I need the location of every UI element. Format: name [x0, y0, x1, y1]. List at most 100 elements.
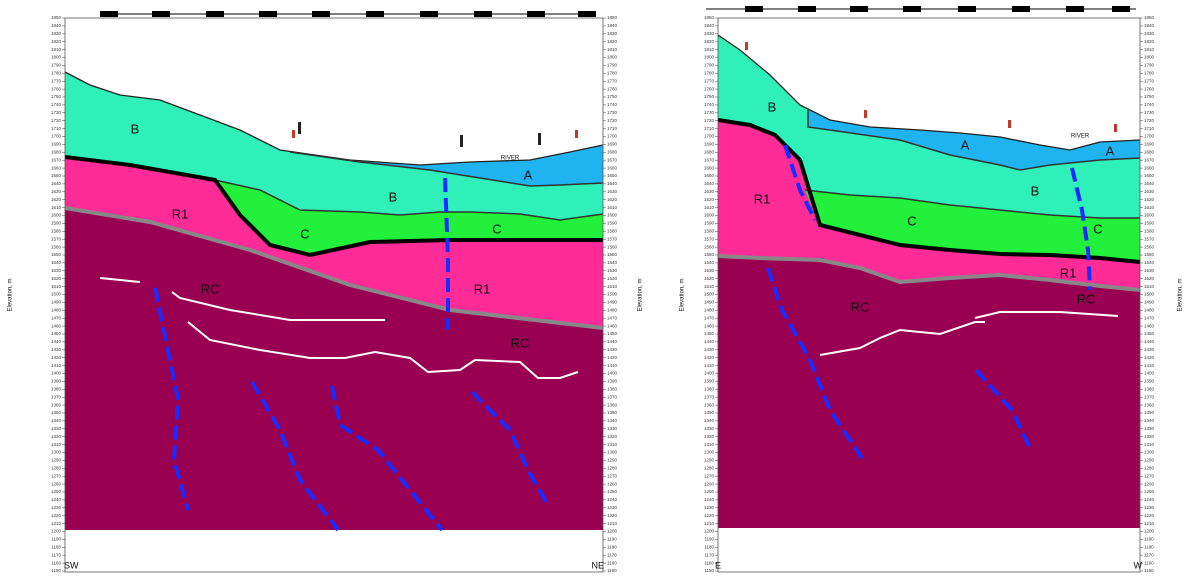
- tick-label: 1440: [51, 339, 62, 344]
- tick-label: 1200: [1144, 529, 1155, 534]
- tick-label: 1700: [1144, 134, 1155, 139]
- tick-label: 1720: [51, 118, 62, 123]
- tick-label: 1420: [704, 355, 715, 360]
- tick-label: 1460: [704, 323, 715, 328]
- tick-label: 1250: [51, 489, 62, 494]
- tick-label: 1440: [1144, 339, 1155, 344]
- tick-label: 1280: [1144, 465, 1155, 470]
- tick-label: 1650: [607, 173, 618, 178]
- tick-label: 1340: [607, 418, 618, 423]
- tick-label: 1640: [704, 181, 715, 186]
- tick-label: 1840: [704, 23, 715, 28]
- tick-label: 1740: [51, 102, 62, 107]
- page: {"left": {"labels": ["B", "R1", "RC", "C…: [0, 0, 1187, 576]
- tick-label: 1720: [704, 118, 715, 123]
- unit-label: RC: [511, 335, 530, 350]
- tick-label: 1270: [607, 473, 618, 478]
- tick-label: 1450: [1144, 331, 1155, 336]
- tick-label: 1470: [1144, 315, 1155, 320]
- tick-label: 1590: [704, 221, 715, 226]
- tick-label: 1490: [1144, 300, 1155, 305]
- tick-label: 1420: [1144, 355, 1155, 360]
- tick-label: 1240: [1144, 497, 1155, 502]
- tick-label: 1290: [1144, 458, 1155, 463]
- tick-label: 1230: [704, 505, 715, 510]
- tick-label: 1420: [51, 355, 62, 360]
- tick-label: 1550: [51, 252, 62, 257]
- tick-label: 1170: [704, 552, 714, 557]
- tick-label: 1660: [1144, 165, 1155, 170]
- unit-label: C: [907, 213, 916, 228]
- tick-label: 1700: [51, 134, 62, 139]
- tick-label: 1320: [1144, 434, 1155, 439]
- tick-label: 1760: [51, 86, 62, 91]
- tick-label: 1310: [1144, 442, 1155, 447]
- tick-label: 1610: [1144, 205, 1155, 210]
- tick-label: 1390: [51, 379, 62, 384]
- tick-label: 1470: [51, 315, 62, 320]
- tick-label: 1450: [51, 331, 62, 336]
- tick-label: 1270: [704, 473, 715, 478]
- unit-label: R1: [474, 281, 491, 296]
- tick-label: 1570: [607, 236, 618, 241]
- tick-label: 1370: [704, 394, 715, 399]
- tick-label: 1630: [704, 189, 715, 194]
- tick-label: 1330: [607, 426, 618, 431]
- tick-label: 1500: [704, 292, 715, 297]
- tick-label: 1180: [607, 544, 617, 549]
- direction-label: SW: [64, 560, 79, 570]
- tick-label: 1300: [607, 450, 618, 455]
- tick-label: 1780: [607, 70, 618, 75]
- tick-label: 1730: [607, 110, 618, 115]
- tick-label: 1560: [51, 244, 62, 249]
- tick-label: 1720: [1144, 118, 1155, 123]
- tick-label: 1220: [704, 513, 715, 518]
- tick-label: 1480: [1144, 307, 1155, 312]
- unit-label: RIVER: [1071, 134, 1090, 140]
- tick-label: 1330: [1144, 426, 1155, 431]
- unit-label: B: [768, 99, 777, 114]
- unit-label: RC: [1077, 291, 1096, 306]
- tick-label: 1760: [1144, 86, 1155, 91]
- tick-label: 1150: [1144, 568, 1154, 573]
- tick-label: 1320: [704, 434, 715, 439]
- tick-label: 1650: [704, 173, 715, 178]
- tick-label: 1750: [51, 94, 62, 99]
- tick-label: 1380: [51, 386, 62, 391]
- tick-label: 1770: [607, 78, 618, 83]
- tick-label: 1200: [704, 529, 715, 534]
- tick-label: 1360: [607, 402, 618, 407]
- tick-label: 1760: [704, 86, 715, 91]
- tick-label: 1540: [704, 260, 715, 265]
- tick-label: 1390: [704, 379, 715, 384]
- tick-label: 1560: [1144, 244, 1155, 249]
- tick-label: 1280: [704, 465, 715, 470]
- tick-label: 1820: [704, 39, 715, 44]
- tick-label: 1700: [607, 134, 618, 139]
- tick-label: 1520: [51, 276, 62, 281]
- unit-label: R1: [754, 191, 771, 206]
- tick-label: 1230: [607, 505, 618, 510]
- right-section: [706, 6, 1140, 572]
- unit-label: C: [492, 221, 501, 236]
- tick-label: 1250: [607, 489, 618, 494]
- unit-label: A: [524, 167, 533, 182]
- tick-label: 1290: [704, 458, 715, 463]
- tick-label: 1780: [1144, 70, 1155, 75]
- tick-label: 1790: [607, 63, 618, 68]
- unit-label: B: [389, 189, 398, 204]
- tick-label: 1830: [51, 31, 62, 36]
- tick-label: 1490: [607, 300, 618, 305]
- tick-label: 1530: [51, 268, 62, 273]
- tick-label: 1580: [607, 228, 618, 233]
- tick-label: 1340: [1144, 418, 1155, 423]
- tick-label: 1680: [704, 149, 715, 154]
- tick-label: 1520: [607, 276, 618, 281]
- tick-label: 1190: [51, 537, 61, 542]
- axis-title: Elevation, m: [680, 278, 686, 311]
- tick-label: 1360: [51, 402, 62, 407]
- tick-label: 1770: [1144, 78, 1155, 83]
- axis-title: Elevation, m: [638, 278, 644, 311]
- tick-label: 1490: [51, 300, 62, 305]
- unit-label: RC: [851, 299, 870, 314]
